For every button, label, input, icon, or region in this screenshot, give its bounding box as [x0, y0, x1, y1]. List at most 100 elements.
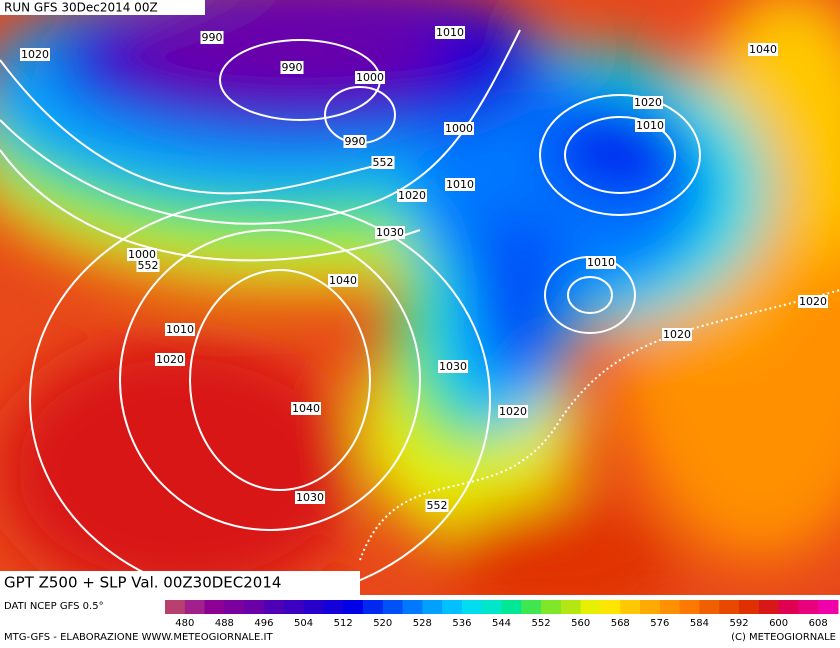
label-box: [328, 274, 358, 287]
label-box: [200, 31, 224, 44]
legend-swatch: [699, 600, 720, 614]
legend-tick-label: 600: [769, 618, 788, 629]
contour-label: 1040: [292, 402, 320, 415]
legend-swatch: [362, 600, 384, 614]
legend-swatch: [442, 600, 463, 614]
label-box: [445, 178, 475, 191]
label-box: [343, 135, 367, 148]
legend-swatch: [263, 600, 285, 614]
contour-label: 1000: [128, 248, 156, 261]
contour-label: 1020: [21, 48, 49, 61]
contour-label: 1020: [398, 189, 426, 202]
contour-label: 1040: [749, 43, 777, 56]
label-box: [435, 26, 465, 39]
legend-swatch: [580, 600, 601, 614]
legend-swatch: [798, 600, 819, 614]
legend-tick-label: 528: [413, 618, 432, 629]
legend-swatch: [461, 600, 483, 614]
height-field: 1020 990 990 1000 1010 1040 1020 1010 10…: [0, 0, 840, 595]
legend-swatch: [679, 600, 700, 614]
contour-label: 1020: [499, 405, 527, 418]
legend-swatch: [501, 600, 522, 614]
legend-tick-label: 496: [254, 618, 273, 629]
legend-swatch: [323, 600, 344, 614]
label-box: [635, 119, 665, 132]
contour-label: 552: [138, 259, 159, 272]
contour-label: 1010: [636, 119, 664, 132]
legend-tick-label: 608: [809, 618, 828, 629]
legend-swatch: [204, 600, 225, 614]
legend-swatch: [402, 600, 423, 614]
contour-label: 1010: [587, 256, 615, 269]
legend-swatch: [422, 600, 443, 614]
label-box: [295, 491, 325, 504]
legend-tick-label: 560: [571, 618, 590, 629]
legend-swatch: [719, 600, 740, 614]
label-box: [748, 43, 778, 56]
legend-swatch: [224, 600, 245, 614]
legend-swatch: [818, 600, 839, 614]
label-box: [375, 226, 405, 239]
legend-tick-label: 576: [650, 618, 669, 629]
contour-labels: 1020 990 990 1000 1010 1040 1020 1010 10…: [20, 26, 828, 512]
legend-swatch: [184, 600, 206, 614]
legend-tick-label: 512: [334, 618, 353, 629]
label-box: [136, 259, 160, 272]
legend-tick-label: 488: [215, 618, 234, 629]
contour-label: 1000: [445, 122, 473, 135]
contour-label: 1020: [156, 353, 184, 366]
copyright-label: (C) METEOGIORNALE: [731, 632, 836, 643]
legend-swatch: [541, 600, 562, 614]
legend-tick-label: 480: [175, 618, 194, 629]
legend-swatch: [739, 600, 760, 614]
label-box: [633, 96, 663, 109]
contour-label: 552: [427, 499, 448, 512]
color-legend: 480 488 496 504 512 520 528 536 544 552 560 568 576 5…: [165, 600, 839, 629]
contour-label: 552: [373, 156, 394, 169]
legend-swatch: [343, 600, 364, 614]
label-box: [397, 189, 427, 202]
legend-tick-label: 592: [729, 618, 748, 629]
run-label: RUN GFS 30Dec2014 00Z: [4, 1, 158, 15]
legend-swatch: [283, 600, 305, 614]
label-box: [280, 61, 304, 74]
legend-swatch: [600, 600, 621, 614]
contour-label: 1030: [439, 360, 467, 373]
legend-tick-label: 584: [690, 618, 709, 629]
contour-label: 990: [345, 135, 366, 148]
legend-tick-label: 552: [532, 618, 551, 629]
contour-label: 1010: [446, 178, 474, 191]
label-box: [498, 405, 528, 418]
contour-label: 990: [202, 31, 223, 44]
contour-label: 1040: [329, 274, 357, 287]
label-box: [586, 256, 616, 269]
isobars: [0, 29, 840, 595]
label-box: [662, 328, 692, 341]
legend-swatch: [481, 600, 502, 614]
label-box: [291, 402, 321, 415]
source-label: DATI NCEP GFS 0.5°: [4, 601, 104, 612]
contour-label: 1030: [376, 226, 404, 239]
label-box: [127, 248, 157, 261]
contour-label: 1020: [799, 295, 827, 308]
label-box: [371, 156, 395, 169]
legend-tick-label: 568: [611, 618, 630, 629]
legend-tick-label: 536: [452, 618, 471, 629]
legend-swatch: [382, 600, 404, 614]
label-box: [155, 353, 185, 366]
legend-swatch: [560, 600, 582, 614]
legend-swatch: [640, 600, 661, 614]
label-box: [355, 71, 385, 84]
contour-label: 1030: [296, 491, 324, 504]
legend-swatch: [758, 600, 780, 614]
legend-swatch: [303, 600, 324, 614]
label-box: [444, 122, 474, 135]
contour-label: 1000: [356, 71, 384, 84]
contour-label: 1020: [663, 328, 691, 341]
legend-swatch: [778, 600, 799, 614]
contour-label: 990: [282, 61, 303, 74]
credit-label: MTG-GFS - ELABORAZIONE WWW.METEOGIORNALE…: [4, 632, 273, 643]
label-box: [165, 323, 195, 336]
label-box: [798, 295, 828, 308]
